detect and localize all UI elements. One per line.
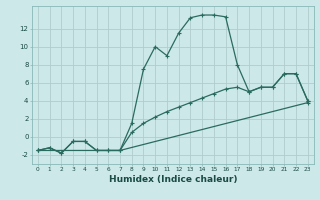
X-axis label: Humidex (Indice chaleur): Humidex (Indice chaleur) [108, 175, 237, 184]
